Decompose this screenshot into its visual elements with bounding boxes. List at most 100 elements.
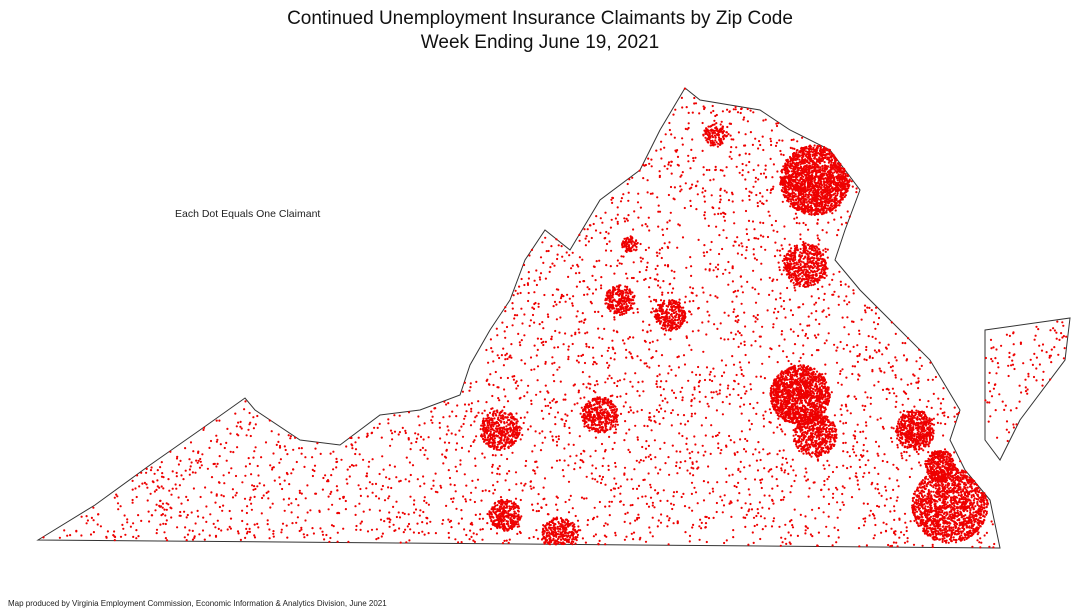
claimant-dot xyxy=(782,165,785,168)
claimant-dot xyxy=(702,499,706,502)
claimant-dot xyxy=(901,403,904,406)
claimant-dot xyxy=(655,380,658,383)
claimant-dot xyxy=(327,495,330,498)
claimant-dot xyxy=(759,200,762,203)
claimant-dot xyxy=(741,199,744,202)
claimant-dot xyxy=(511,324,514,327)
claimant-dot xyxy=(268,528,271,531)
claimant-dot xyxy=(890,544,894,548)
claimant-dot xyxy=(368,481,371,484)
claimant-dot xyxy=(887,343,890,346)
claimant-dot xyxy=(289,435,292,438)
claimant-dot xyxy=(761,135,764,138)
claimant-dot xyxy=(594,436,598,439)
claimant-dot xyxy=(590,236,593,240)
claimant-dot xyxy=(804,334,807,337)
claimant-dot xyxy=(495,532,499,535)
claimant-dot xyxy=(779,254,782,257)
claimant-dot xyxy=(814,211,817,215)
claimant-dot xyxy=(552,398,556,401)
claimant-dot xyxy=(877,505,881,508)
claimant-dot xyxy=(781,463,784,466)
claimant-dot xyxy=(789,160,792,163)
claimant-dot xyxy=(547,249,550,253)
claimant-dot xyxy=(278,444,282,448)
claimant-dot xyxy=(275,443,278,446)
claimant-dot xyxy=(846,210,849,213)
claimant-dot xyxy=(156,469,159,472)
claimant-dot xyxy=(519,344,522,347)
claimant-dot xyxy=(817,171,820,174)
claimant-dot xyxy=(782,299,786,303)
claimant-dot xyxy=(711,435,714,438)
claimant-dot xyxy=(738,361,742,364)
claimant-dot xyxy=(748,194,751,198)
claimant-dot xyxy=(674,396,678,399)
claimant-dot xyxy=(479,528,482,531)
claimant-dot xyxy=(389,444,392,447)
claimant-dot xyxy=(656,375,659,378)
claimant-dot xyxy=(890,437,893,440)
claimant-dot xyxy=(556,346,560,349)
claimant-dot xyxy=(720,120,723,123)
claimant-dot xyxy=(256,522,259,526)
claimant-dot xyxy=(689,457,692,460)
claimant-dot xyxy=(637,497,640,500)
claimant-dot xyxy=(1062,335,1065,338)
claimant-dot xyxy=(837,303,840,306)
claimant-dot xyxy=(634,424,637,427)
claimant-dot xyxy=(657,364,661,367)
claimant-dot xyxy=(1035,325,1038,328)
claimant-dot xyxy=(577,265,580,268)
claimant-dot xyxy=(705,366,709,369)
claimant-dot xyxy=(291,522,294,525)
claimant-dot xyxy=(375,538,378,541)
claimant-dot xyxy=(772,229,775,232)
claimant-dot xyxy=(821,200,824,203)
claimant-dot xyxy=(858,488,861,491)
claimant-dot xyxy=(682,354,686,357)
claimant-dot xyxy=(256,414,259,418)
claimant-dot xyxy=(1035,379,1038,382)
claimant-dot xyxy=(1006,439,1009,443)
claimant-dot xyxy=(391,438,394,441)
claimant-dot xyxy=(667,456,670,459)
claimant-dot xyxy=(406,525,409,528)
claimant-dot xyxy=(192,450,195,453)
claimant-dot xyxy=(571,251,574,254)
claimant-dot xyxy=(908,454,911,457)
claimant-dot xyxy=(791,458,794,461)
claimant-dot xyxy=(662,489,665,492)
claimant-dot xyxy=(846,395,849,398)
claimant-dot xyxy=(692,474,695,477)
claimant-dot xyxy=(862,517,865,520)
claimant-dot xyxy=(856,344,859,347)
claimant-dot xyxy=(783,471,786,474)
claimant-dot xyxy=(796,185,800,188)
claimant-dot xyxy=(709,179,712,182)
claimant-dot xyxy=(659,468,662,471)
claimant-dot xyxy=(837,381,840,384)
claimant-dot xyxy=(601,315,604,318)
claimant-dot xyxy=(477,400,480,403)
claimant-dot xyxy=(1027,372,1030,375)
claimant-dot xyxy=(522,421,525,425)
claimant-dot xyxy=(520,307,523,310)
claimant-dot xyxy=(520,379,523,382)
claimant-dot xyxy=(814,301,818,304)
claimant-dot xyxy=(629,522,632,525)
claimant-dot xyxy=(272,532,275,535)
claimant-dot xyxy=(836,171,839,174)
claimant-dot xyxy=(690,466,693,469)
claimant-dot xyxy=(534,430,537,433)
claimant-dot xyxy=(666,515,669,518)
claimant-dot xyxy=(354,513,357,517)
claimant-dot xyxy=(97,513,100,516)
claimant-dot xyxy=(608,364,611,367)
claimant-dot xyxy=(540,337,543,341)
claimant-dot xyxy=(614,531,617,535)
claimant-dot xyxy=(771,499,774,502)
claimant-dot xyxy=(810,354,814,357)
claimant-dot xyxy=(770,224,774,227)
claimant-dot xyxy=(833,343,836,346)
